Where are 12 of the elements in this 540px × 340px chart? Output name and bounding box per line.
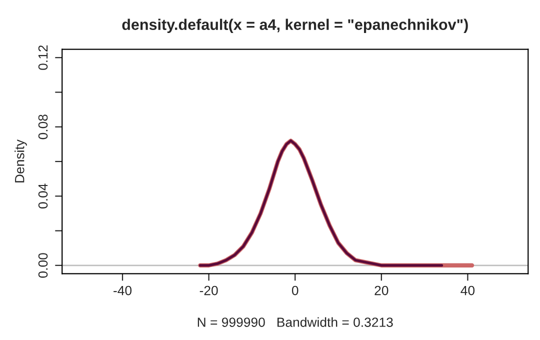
x-axis-title: N = 999990 Bandwidth = 0.3213 — [198, 317, 393, 327]
x-tick-label: 0 — [292, 286, 298, 296]
y-tick-label: 0.08 — [38, 114, 48, 140]
y-axis-title: Density — [14, 140, 27, 182]
x-tick-label: 20 — [374, 286, 388, 296]
y-tick-label: 0.04 — [38, 184, 48, 208]
x-tick-label: 40 — [460, 286, 475, 296]
chart-title: density.default(x = a4, kernel = "epanechnikov") — [122, 18, 468, 34]
y-tick-label: 0.00 — [38, 253, 48, 278]
x-tick-label: -40 — [114, 286, 132, 296]
x-tick-label: -20 — [200, 286, 218, 296]
y-tick-label: 0.12 — [38, 45, 48, 70]
